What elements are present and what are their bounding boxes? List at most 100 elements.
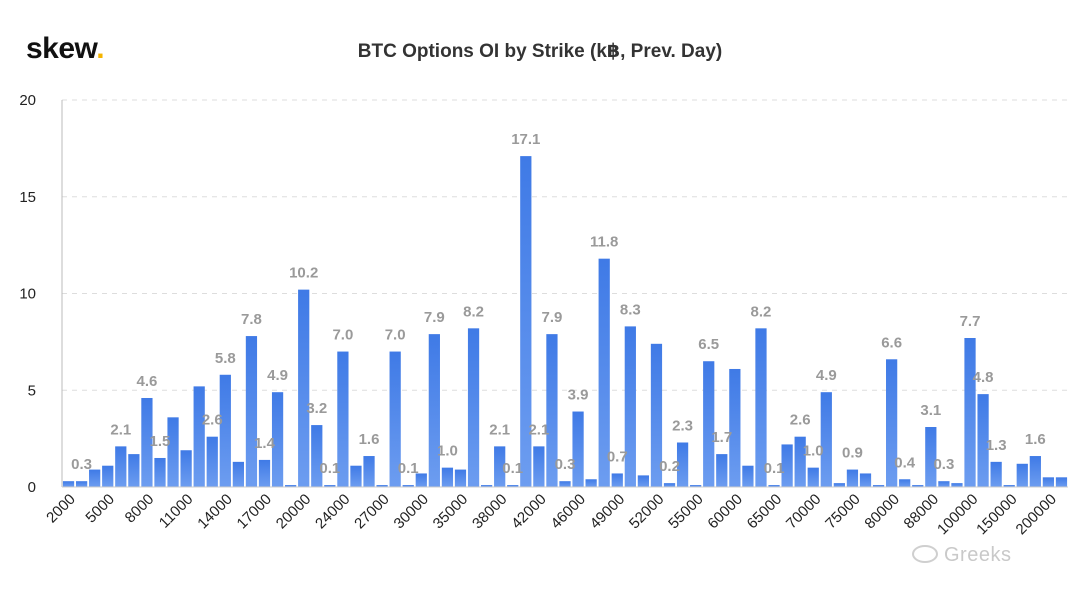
y-axis: 0 5 10 15 20	[19, 92, 63, 496]
bar	[742, 465, 754, 487]
bar	[350, 465, 362, 487]
bar	[467, 328, 480, 487]
data-label: 17.1	[511, 131, 540, 148]
bar	[899, 479, 911, 487]
data-label: 0.1	[502, 460, 523, 477]
data-label: 0.3	[555, 456, 576, 473]
bar	[232, 461, 244, 487]
bar	[141, 397, 153, 487]
wechat-icon	[912, 545, 938, 563]
data-label: 2.6	[790, 412, 811, 429]
bar	[546, 334, 558, 487]
data-label: 3.9	[568, 387, 589, 404]
bar	[102, 465, 114, 487]
bar	[951, 483, 963, 487]
data-label: 0.3	[71, 456, 92, 473]
bar	[598, 258, 610, 487]
data-label: 0.3	[933, 456, 954, 473]
data-label: 4.8	[973, 369, 994, 386]
bar	[912, 485, 924, 487]
x-tick-label: 42000	[508, 491, 550, 533]
bar	[337, 351, 349, 487]
x-tick-label: 27000	[351, 491, 393, 533]
bar	[1055, 477, 1068, 487]
data-label: 2.6	[202, 412, 223, 429]
bar	[872, 485, 885, 487]
data-label: 1.6	[1025, 431, 1046, 448]
bar	[128, 454, 140, 487]
x-tick-label: 20000	[273, 491, 315, 533]
bar	[755, 328, 767, 487]
data-label: 0.1	[398, 460, 419, 477]
bar	[206, 436, 218, 487]
data-label: 4.9	[267, 367, 288, 384]
data-labels: 0.3 2.1 4.6 1.5 2.6 5.8 7.8 1.4 4.9 10.2 3.2 0.1 7.0…	[71, 131, 1046, 477]
data-label: 1.3	[986, 437, 1007, 454]
x-tick-label: 46000	[548, 491, 590, 533]
data-label: 11.8	[590, 234, 618, 251]
data-label: 5.8	[215, 350, 236, 367]
bar	[115, 446, 127, 487]
x-tick-label: 80000	[861, 491, 903, 533]
bar	[938, 481, 950, 487]
bar	[820, 392, 832, 487]
x-tick-label: 35000	[430, 491, 472, 533]
data-label: 10.2	[289, 265, 318, 282]
bar	[990, 461, 1002, 487]
bar	[193, 386, 205, 487]
x-tick-label: 100000	[934, 491, 981, 538]
x-tick-label: 150000	[973, 491, 1020, 538]
y-tick-label: 10	[19, 286, 36, 303]
bars	[62, 156, 1068, 488]
skew-logo: skew.	[26, 32, 105, 66]
data-label: 0.7	[607, 448, 628, 465]
bar	[285, 485, 297, 487]
data-label: 7.7	[960, 313, 981, 330]
bar	[977, 394, 989, 487]
data-label: 0.9	[842, 445, 863, 462]
watermark-text: Greeks	[944, 544, 1012, 566]
data-label: 2.1	[489, 421, 510, 438]
data-label: 3.1	[920, 402, 941, 419]
data-label: 4.6	[136, 373, 157, 390]
bar	[703, 361, 715, 487]
logo-dot: .	[96, 32, 105, 65]
x-tick-label: 60000	[704, 491, 746, 533]
bar	[389, 351, 401, 487]
bar	[402, 485, 414, 487]
logo-text: skew	[26, 32, 97, 65]
bar	[846, 469, 859, 487]
bar	[676, 442, 689, 487]
bar	[1042, 477, 1055, 487]
bar	[219, 374, 231, 487]
data-label: 8.2	[751, 303, 772, 320]
data-label: 2.3	[672, 418, 693, 435]
data-label: 1.0	[803, 443, 824, 460]
bar	[324, 485, 336, 487]
bar	[585, 479, 597, 487]
bar	[454, 469, 467, 487]
x-tick-label: 65000	[744, 491, 786, 533]
x-tick-label: 17000	[234, 491, 276, 533]
bar	[624, 326, 636, 487]
bar	[520, 156, 532, 488]
bar	[716, 454, 728, 487]
bar	[480, 485, 493, 487]
bar	[494, 446, 506, 487]
bar	[311, 425, 323, 487]
data-label: 7.9	[542, 309, 563, 326]
bar	[363, 456, 375, 487]
grid-lines	[62, 99, 1068, 391]
chart-title: BTC Options OI by Strike (k฿, Prev. Day)	[357, 41, 723, 62]
bar	[833, 483, 845, 487]
data-label: 8.2	[463, 303, 484, 320]
bar	[258, 459, 271, 487]
data-label: 7.0	[332, 327, 353, 344]
bar	[376, 485, 388, 487]
bar	[89, 469, 101, 487]
y-tick-label: 15	[19, 189, 36, 206]
x-tick-label: 52000	[626, 491, 668, 533]
x-tick-label: 14000	[194, 491, 236, 533]
x-tick-label: 55000	[665, 491, 707, 533]
bar	[663, 483, 676, 487]
